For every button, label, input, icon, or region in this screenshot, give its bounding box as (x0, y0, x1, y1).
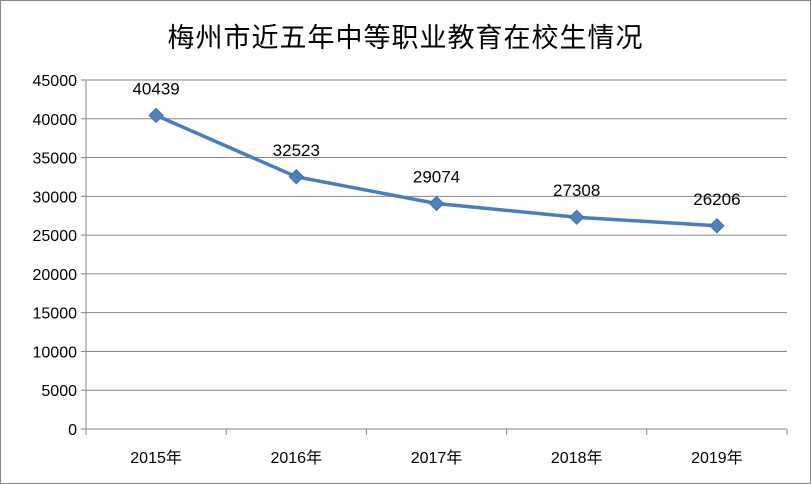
data-label: 40439 (132, 79, 179, 98)
data-label: 26206 (693, 190, 740, 209)
x-axis-tick-labels: 2015年 2016年 2017年 2018年 2019年 (130, 449, 742, 467)
data-point-marker (148, 107, 164, 124)
data-point-marker (428, 195, 445, 212)
y-tick-label: 25000 (33, 228, 78, 245)
x-tick-label: 2015年 (130, 449, 182, 467)
y-tick-label: 0 (68, 422, 77, 439)
series-markers (148, 107, 725, 234)
y-tick-label: 40000 (33, 112, 78, 129)
x-tick-label: 2019年 (691, 449, 743, 467)
y-tick-label: 5000 (41, 383, 77, 400)
gridlines (86, 79, 787, 391)
x-tick-label: 2016年 (270, 449, 322, 467)
y-tick-label: 15000 (33, 306, 78, 323)
y-tick-label: 45000 (33, 73, 78, 90)
x-tick-label: 2017年 (411, 449, 463, 467)
data-label: 32523 (273, 141, 320, 160)
y-tick-label: 20000 (33, 267, 78, 284)
y-tick-label: 35000 (33, 151, 78, 168)
chart-title: 梅州市近五年中等职业教育在校生情况 (167, 23, 644, 54)
data-labels: 40439 32523 29074 27308 26206 (132, 79, 740, 208)
y-tick-label: 30000 (33, 189, 78, 206)
data-label: 29074 (413, 168, 460, 187)
data-point-marker (568, 209, 585, 225)
data-label: 27308 (553, 181, 600, 200)
x-tick-label: 2018年 (551, 449, 603, 467)
data-point-marker (709, 218, 725, 234)
y-axis-tick-labels: 0 5000 10000 15000 20000 25000 30000 35000 40000… (33, 73, 78, 439)
y-tick-label: 10000 (33, 344, 78, 361)
axes (81, 79, 788, 435)
data-point-marker (288, 169, 305, 185)
